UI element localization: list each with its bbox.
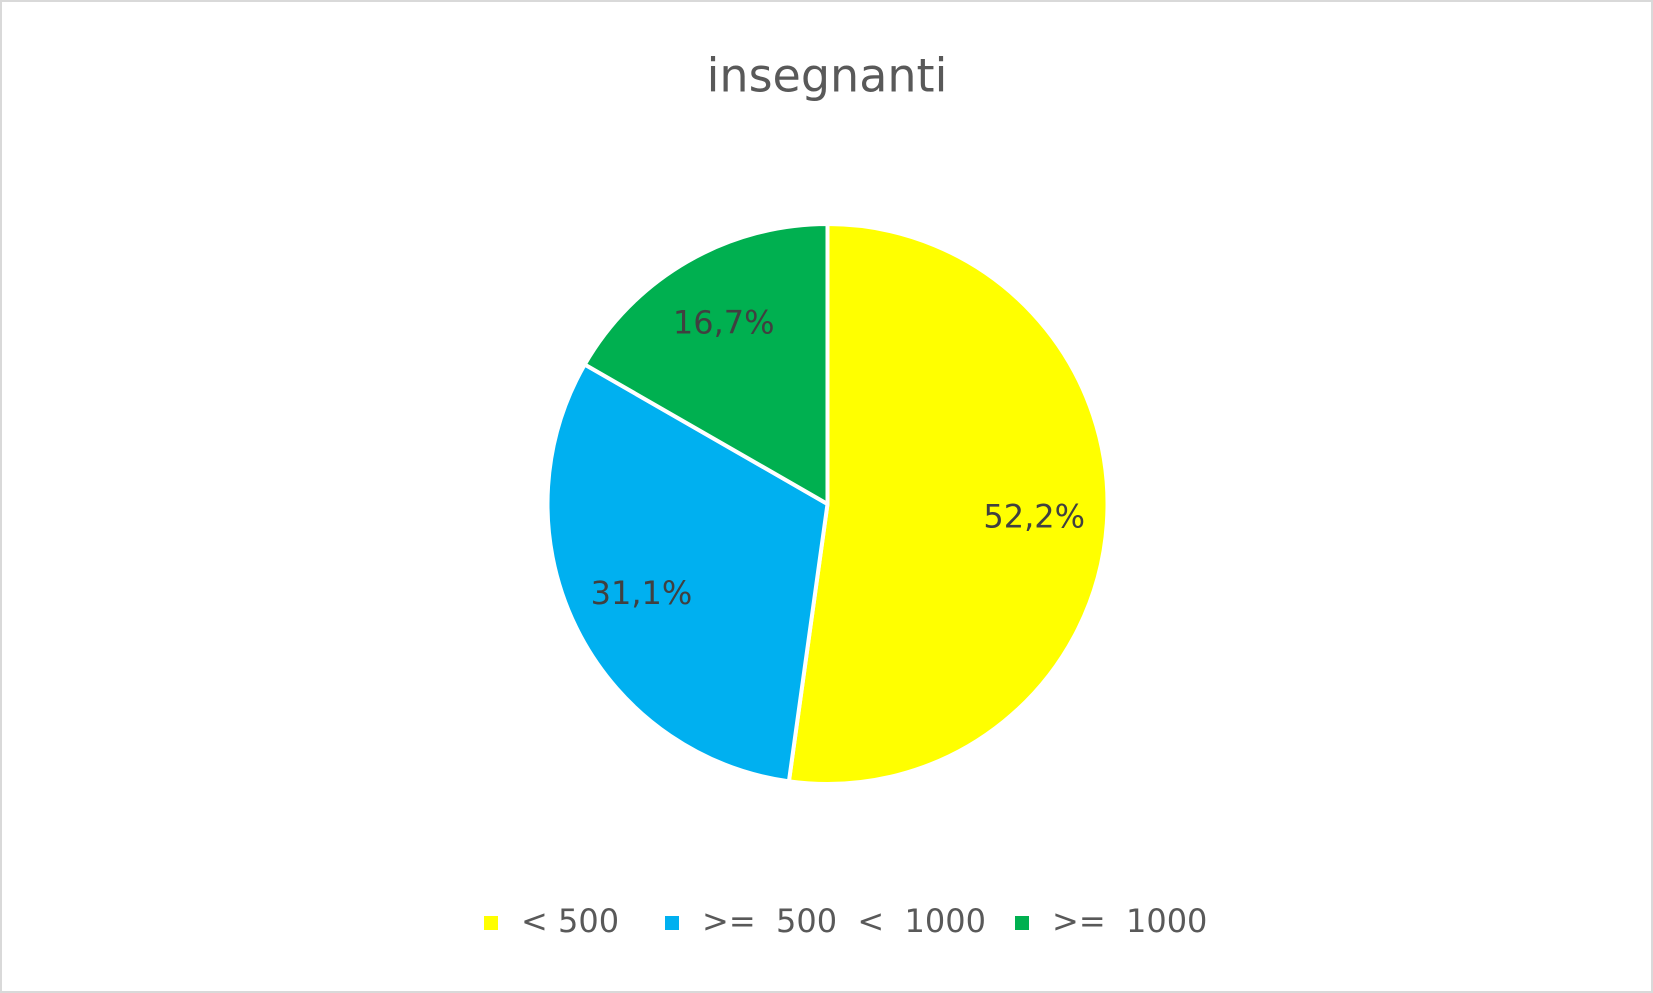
legend-swatch xyxy=(484,916,498,930)
data-label: 52,2% xyxy=(983,497,1085,535)
legend-swatch xyxy=(1015,916,1029,930)
legend-label: < 500 xyxy=(521,902,619,940)
data-label: 16,7% xyxy=(673,304,775,342)
legend-label: >= 1000 xyxy=(1052,902,1207,940)
legend-swatch xyxy=(665,916,679,930)
legend-label: >= 500 < 1000 xyxy=(702,902,986,940)
pie-slice xyxy=(582,222,830,506)
pie-slice xyxy=(545,362,830,784)
data-label: 31,1% xyxy=(591,574,693,612)
chart-title: insegnanti xyxy=(707,49,948,103)
pie-slice xyxy=(786,222,1110,786)
